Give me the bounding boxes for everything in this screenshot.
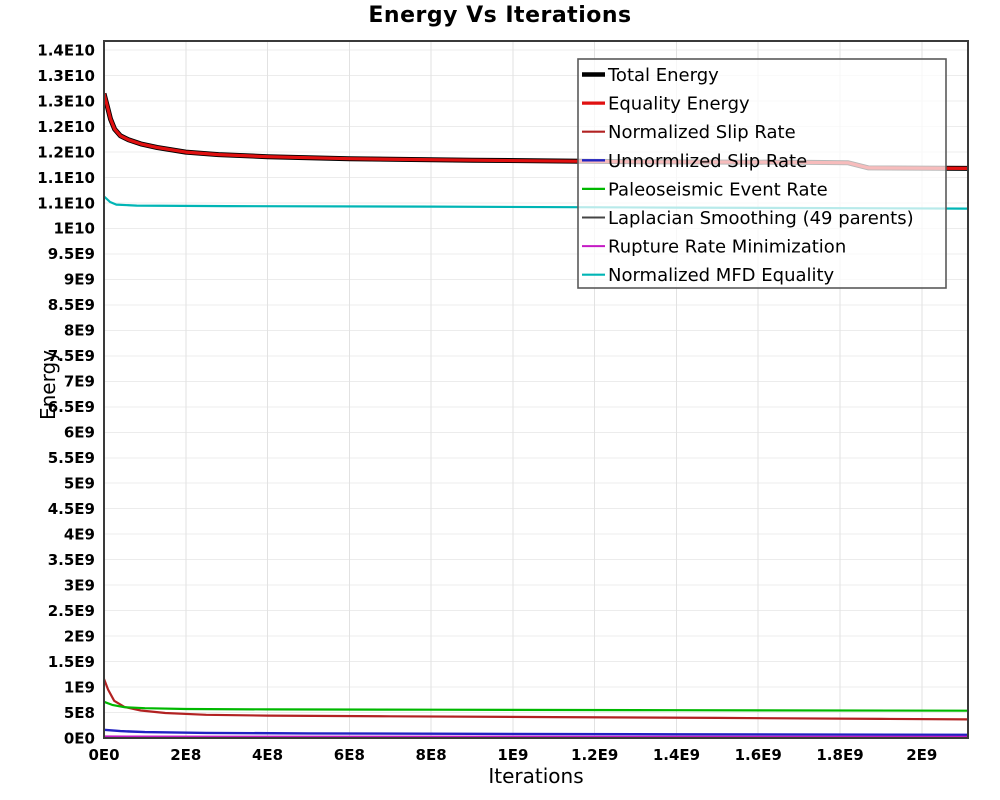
- x-tick-label: 1.6E9: [735, 746, 782, 764]
- y-tick-label: 4.5E9: [48, 500, 95, 518]
- y-tick-label: 1.3E10: [37, 67, 95, 85]
- y-tick-label: 1E10: [53, 220, 95, 238]
- y-tick-label: 1E9: [64, 678, 95, 696]
- y-tick-label: 9.5E9: [48, 245, 95, 263]
- x-tick-label: 2E9: [906, 746, 937, 764]
- y-tick-label: 8.5E9: [48, 296, 95, 314]
- series-line-unnormlized-slip-rate: [104, 728, 968, 736]
- y-tick-label: 3E9: [64, 576, 95, 594]
- series-line-normalized-slip-rate: [104, 678, 968, 721]
- legend-label-unnormlized-slip-rate: Unnormlized Slip Rate: [608, 151, 807, 172]
- x-tick-label: 0E0: [88, 746, 119, 764]
- y-tick-label: 9E9: [64, 271, 95, 289]
- y-tick-label: 1.2E10: [37, 143, 95, 161]
- y-tick-label: 0E0: [64, 729, 95, 747]
- y-tick-label: 2.5E9: [48, 602, 95, 620]
- x-tick-label: 1E9: [497, 746, 528, 764]
- plot-border: [103, 40, 969, 739]
- y-tick-label: 1.5E9: [48, 653, 95, 671]
- legend-label-normalized-mfd-equality: Normalized MFD Equality: [608, 265, 835, 286]
- x-axis-title: Iterations: [488, 764, 584, 788]
- x-tick-label: 2E8: [170, 746, 201, 764]
- x-tick-label: 1.4E9: [653, 746, 700, 764]
- y-tick-label: 8E9: [64, 322, 95, 340]
- y-tick-label: 1.3E10: [37, 92, 95, 110]
- x-tick-label: 1.2E9: [571, 746, 618, 764]
- y-tick-label: 5E9: [64, 474, 95, 492]
- y-tick-label: 1.1E10: [37, 194, 95, 212]
- x-tick-label: 8E8: [416, 746, 447, 764]
- legend-label-normalized-slip-rate: Normalized Slip Rate: [608, 122, 796, 143]
- y-tick-label: 1.2E10: [37, 118, 95, 136]
- legend-label-paleoseismic-event-rate: Paleoseismic Event Rate: [608, 179, 828, 200]
- y-tick-label: 7.5E9: [48, 347, 95, 365]
- x-tick-label: 4E8: [252, 746, 283, 764]
- chart-title: Energy Vs Iterations: [368, 3, 632, 28]
- y-tick-label: 6E9: [64, 424, 95, 442]
- y-tick-label: 6.5E9: [48, 398, 95, 416]
- legend-label-laplacian-smoothing: Laplacian Smoothing (49 parents): [608, 208, 914, 229]
- series-line-paleoseismic-event-rate: [104, 700, 968, 712]
- y-tick-label: 5.5E9: [48, 449, 95, 467]
- legend: Total Energy Equality Energy Normalized Sl…: [577, 58, 947, 289]
- y-tick-label: 4E9: [64, 525, 95, 543]
- y-tick-label: 1.4E10: [37, 41, 95, 59]
- legend-box: [577, 58, 947, 289]
- y-tick-label: 1.1E10: [37, 169, 95, 187]
- legend-label-equality-energy: Equality Energy: [608, 94, 750, 115]
- y-tick-label: 2E9: [64, 627, 95, 645]
- y-tick-label: 5E8: [64, 704, 95, 722]
- y-tick-label: 3.5E9: [48, 551, 95, 569]
- legend-label-rupture-rate-minimization: Rupture Rate Minimization: [608, 237, 846, 258]
- legend-label-total-energy: Total Energy: [607, 65, 719, 86]
- y-tick-label: 7E9: [64, 373, 95, 391]
- x-tick-label: 6E8: [334, 746, 365, 764]
- x-tick-label: 1.8E9: [816, 746, 863, 764]
